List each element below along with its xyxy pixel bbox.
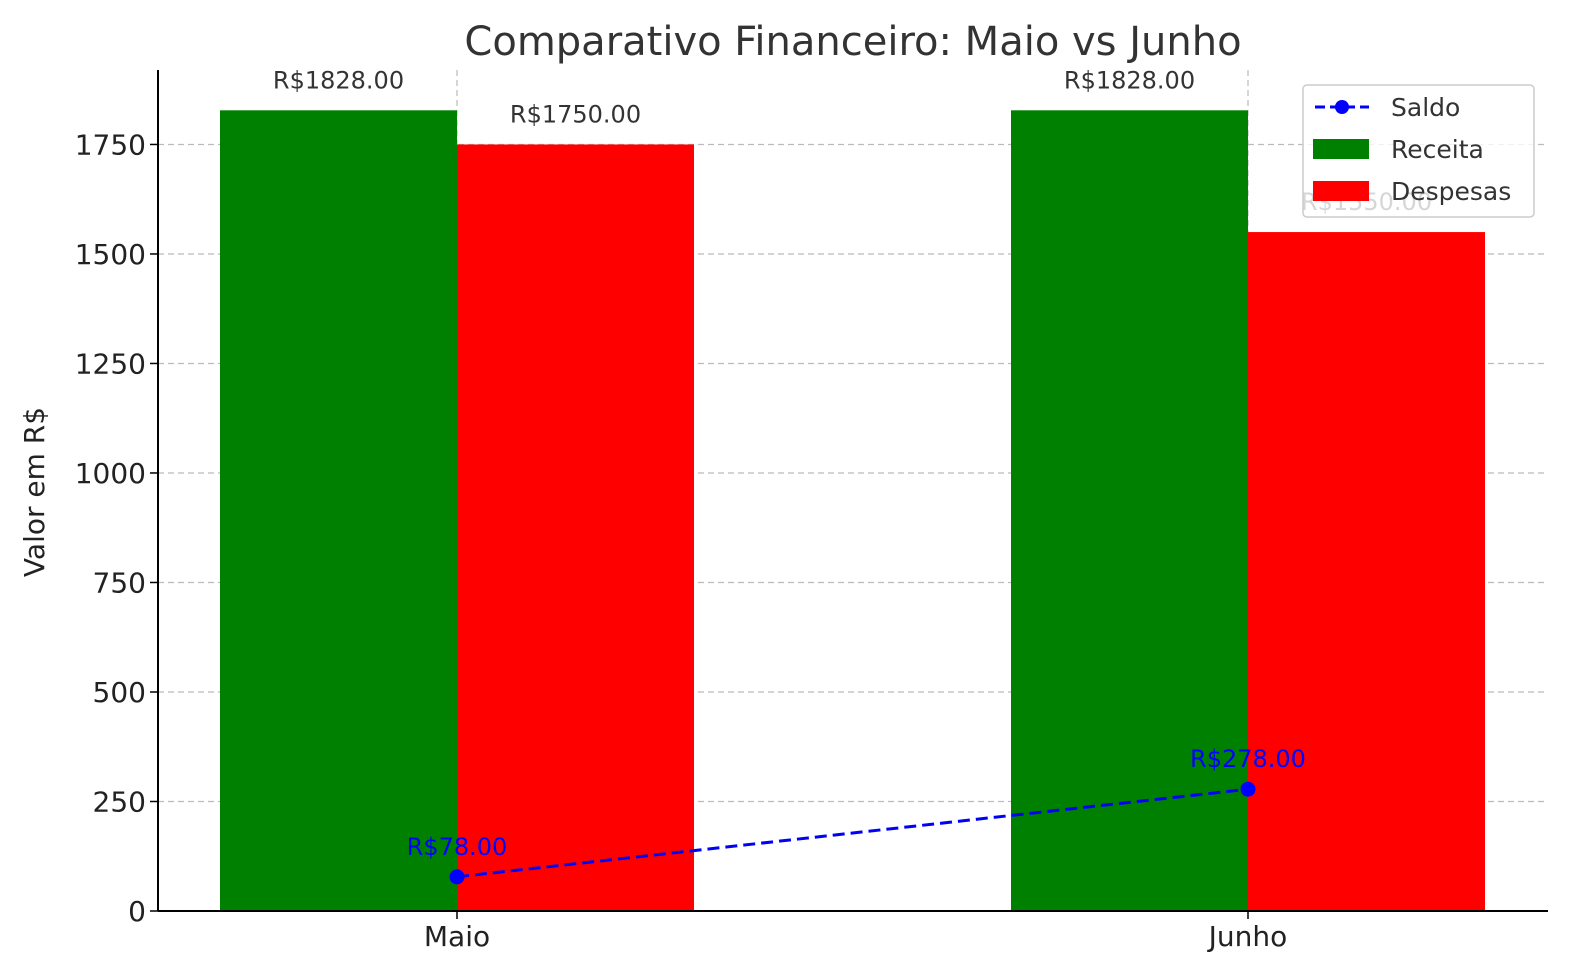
bar-receita [220, 110, 457, 912]
x-tick-label: Junho [1207, 920, 1288, 953]
saldo-value-label: R$278.00 [1190, 745, 1306, 773]
legend-swatch-marker [1335, 100, 1349, 114]
legend-label: Saldo [1391, 93, 1460, 122]
y-tick-label: 1250 [75, 347, 146, 380]
y-tick-label: 0 [128, 895, 146, 928]
legend-label: Receita [1391, 135, 1484, 164]
saldo-point [449, 869, 465, 885]
bar-value-label: R$1828.00 [1064, 66, 1195, 94]
bar-value-label: R$1750.00 [510, 100, 641, 128]
bar-value-label: R$1828.00 [273, 66, 404, 94]
saldo-line-group: R$78.00 R$278.00 [407, 745, 1306, 885]
y-tick-label: 1500 [75, 238, 146, 271]
legend-swatch-bar [1313, 139, 1369, 159]
axes: 0 250 500 750 1000 1250 1500 1750 Maio Junho [75, 70, 1548, 953]
y-tick-label: 750 [93, 566, 146, 599]
saldo-point [1240, 781, 1256, 797]
saldo-line [456, 787, 1249, 879]
y-tick-label: 1750 [75, 128, 146, 161]
y-tick-label: 500 [93, 676, 146, 709]
y-tick-label: 1000 [75, 457, 146, 490]
bar-despesas [1248, 232, 1485, 912]
y-axis-label: Valor em R$ [18, 407, 51, 577]
bar-receita [1011, 110, 1248, 912]
legend-label: Despesas [1391, 177, 1511, 206]
x-tick-label: Maio [424, 920, 490, 953]
legend-swatch-bar [1313, 181, 1369, 201]
saldo-value-label: R$78.00 [407, 833, 508, 861]
bar-despesas [457, 144, 694, 911]
chart-title: Comparativo Financeiro: Maio vs Junho [464, 19, 1241, 65]
y-tick-label: 250 [93, 785, 146, 818]
bar-group: R$1828.00R$1828.00R$1750.00R$1550.00 [220, 66, 1485, 912]
legend: Saldo Receita Despesas [1302, 84, 1535, 218]
